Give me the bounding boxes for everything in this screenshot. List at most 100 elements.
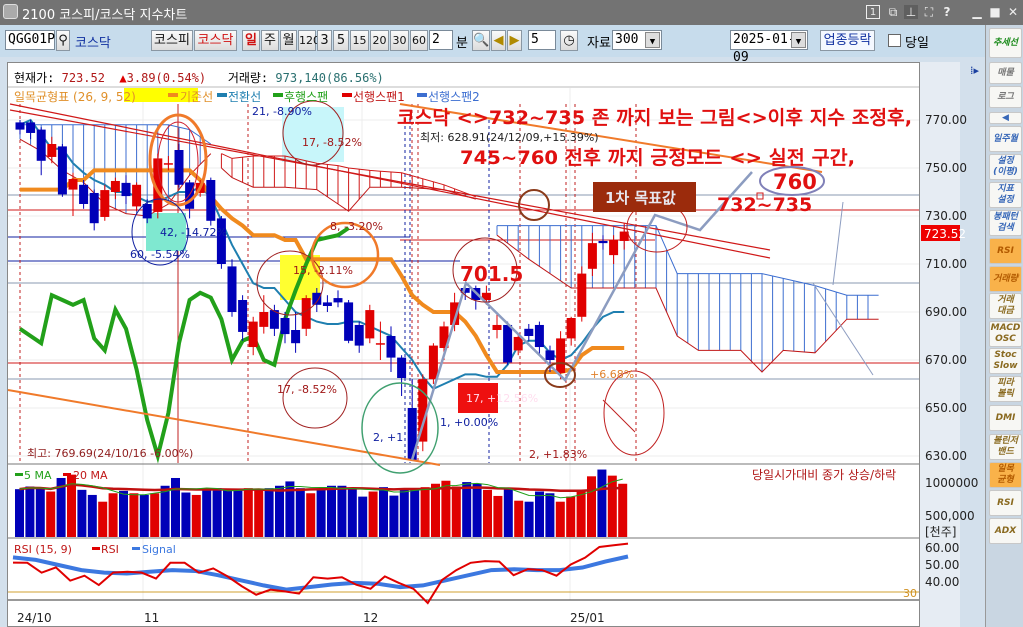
price-tick: 710.00	[925, 257, 967, 271]
measure-label: 17, -8.52%	[302, 136, 362, 149]
price-tick: 750.00	[925, 161, 967, 175]
sidebar-button[interactable]: 피라 볼릭	[989, 376, 1022, 402]
period-3-button[interactable]: 3	[317, 30, 332, 51]
trend-line	[832, 201, 844, 286]
price-tick: 650.00	[925, 401, 967, 415]
rsi-tick: 60.00	[925, 541, 959, 555]
period-30-button[interactable]: 30	[390, 30, 409, 51]
chevron-down-icon[interactable]: ▼	[645, 32, 660, 48]
kosdaq-button[interactable]: 코스닥	[194, 30, 237, 51]
chevron-down-icon[interactable]: ▼	[791, 32, 806, 48]
sidebar-button[interactable]: ◀	[989, 112, 1022, 124]
search-icon[interactable]: ⚲	[56, 30, 70, 51]
volume-bar	[243, 488, 253, 537]
target-box-label: 1차 목표값	[605, 189, 676, 207]
target-box	[593, 182, 696, 212]
zoom-icon[interactable]: 🔍	[472, 30, 490, 51]
help-icon[interactable]: ?	[943, 5, 951, 19]
rsi-tick: 40.00	[925, 575, 959, 589]
highlight-box	[458, 383, 498, 413]
sidebar-button[interactable]: ADX	[989, 518, 1022, 544]
volume-bar	[566, 496, 576, 537]
sidebar-button[interactable]: DMI	[989, 405, 1022, 431]
candle-body	[587, 243, 597, 269]
scale-toggle-icon[interactable]: ⁞▸	[970, 64, 980, 77]
trend-line	[9, 109, 771, 251]
minute-input[interactable]: 2	[429, 30, 453, 50]
sidebar-button[interactable]: 일주월	[989, 126, 1022, 152]
today-checkbox[interactable]	[888, 34, 901, 47]
candle-body	[238, 300, 248, 332]
period-week-button[interactable]: 주	[261, 30, 279, 51]
candle-body	[439, 326, 449, 348]
volume-bar	[535, 491, 544, 537]
base-line	[20, 168, 625, 374]
maximize-icon[interactable]: ■	[989, 5, 1001, 19]
x-tick: 12	[363, 611, 378, 625]
candle-body	[163, 163, 173, 165]
sidebar-button[interactable]: 볼린저 밴드	[989, 434, 1022, 460]
period-month-button[interactable]: 월	[280, 30, 297, 51]
minimize-icon[interactable]: ▁	[972, 5, 982, 19]
volume-bar	[503, 489, 513, 537]
sidebar-button[interactable]: MACD OSC	[989, 321, 1022, 347]
sidebar-button[interactable]: 거래 대금	[989, 293, 1022, 319]
measure-label: 8, -3.20%	[330, 220, 383, 233]
volume-bar	[212, 488, 222, 537]
volume-bar	[545, 493, 555, 537]
circle-marker	[310, 221, 380, 289]
sidebar-button[interactable]: 추세선	[989, 28, 1022, 58]
clock-icon[interactable]: ◷	[560, 30, 578, 51]
circle-marker	[282, 367, 348, 429]
candle-body	[344, 302, 354, 341]
step-input[interactable]: 5	[528, 30, 556, 50]
sector-updown-button[interactable]: 업종등락	[820, 30, 875, 51]
fullscreen-icon[interactable]: ⛶	[924, 5, 934, 19]
volume-bar	[306, 493, 316, 537]
period-120-button[interactable]: 120	[298, 30, 320, 51]
sidebar-button[interactable]: 설정 (이평)	[989, 154, 1022, 180]
circle-marker	[282, 100, 344, 166]
kospi-button[interactable]: 코스피	[151, 30, 193, 51]
period-20-button[interactable]: 20	[370, 30, 389, 51]
period-60-button[interactable]: 60	[410, 30, 428, 51]
data-count-value: 300	[615, 32, 639, 47]
measure-label: 2, +1.83%	[529, 448, 587, 461]
volume-bar	[254, 489, 264, 537]
data-count-select[interactable]: 300 ▼	[612, 30, 662, 50]
sidebar-button[interactable]: Stoc Slow	[989, 348, 1022, 374]
sidebar-button[interactable]: 봉패턴 검색	[989, 210, 1022, 236]
period-5-button[interactable]: 5	[333, 30, 349, 51]
sidebar-button[interactable]: 일목 균형	[989, 462, 1022, 488]
window-restore-icon[interactable]: ⧉	[888, 5, 898, 19]
volume-bar	[316, 488, 326, 537]
sidebar-button[interactable]: RSI	[989, 490, 1022, 516]
minute-label: 분	[456, 36, 468, 51]
price-axis	[920, 62, 960, 627]
next-icon[interactable]: ▶	[507, 30, 522, 51]
candle-body	[534, 324, 544, 348]
window-title: 2100 코스피/코스닥 지수차트	[22, 8, 188, 23]
sidebar-button[interactable]: 로그	[989, 86, 1022, 108]
period-15-button[interactable]: 15	[350, 30, 369, 51]
sidebar-button[interactable]: RSI	[989, 238, 1022, 264]
sidebar-button[interactable]: 지표 설정	[989, 182, 1022, 208]
candle-body	[227, 266, 237, 312]
pin-icon[interactable]: ⊥	[904, 5, 918, 19]
date-select[interactable]: 2025-01-09 ▼	[730, 30, 808, 65]
prev-icon[interactable]: ◀	[491, 30, 506, 51]
sidebar-button[interactable]: 매물	[989, 62, 1022, 84]
close-icon[interactable]: ✕	[1007, 5, 1019, 19]
legend-swatch-ma20	[63, 473, 71, 476]
annotation-line2: 745~760 전후 까지 긍정모드 <> 실전 구간,	[460, 147, 855, 169]
candle-body	[407, 408, 417, 461]
volume-bar	[358, 496, 368, 537]
number-1-icon[interactable]: 1	[866, 5, 880, 19]
legend-swatch-signal	[132, 547, 140, 550]
legend-swatch-lagging	[273, 93, 283, 97]
period-day-button[interactable]: 일	[242, 30, 260, 51]
sidebar-button[interactable]: 거래량	[989, 266, 1022, 292]
volume-bar	[337, 485, 347, 537]
code-input[interactable]: QGG01P	[5, 30, 55, 50]
volume-bar	[150, 493, 160, 537]
